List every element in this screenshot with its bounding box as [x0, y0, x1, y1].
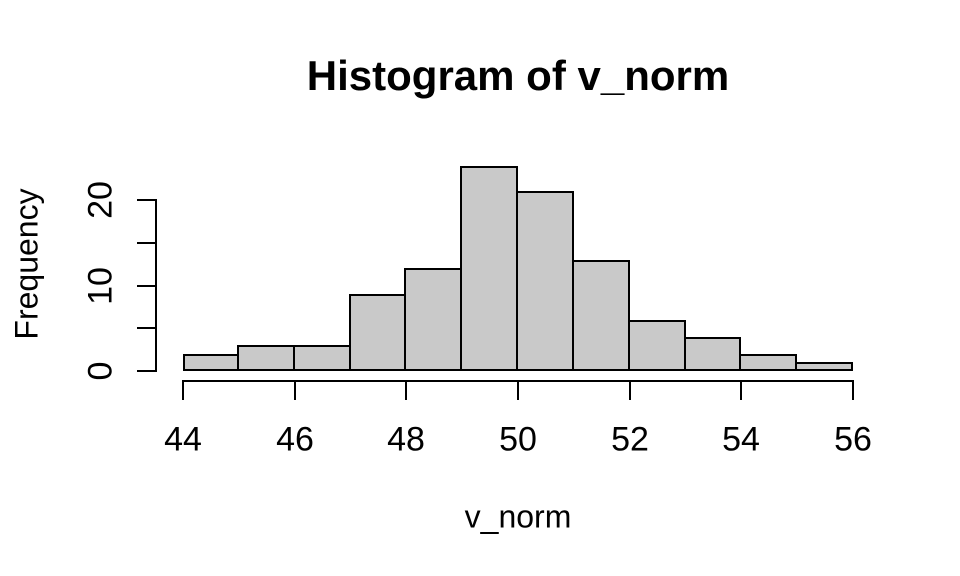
x-tick-label: 54	[722, 420, 760, 459]
x-tick	[852, 382, 854, 400]
y-tick	[137, 199, 155, 201]
x-tick	[182, 382, 184, 400]
histogram-bar	[572, 260, 630, 371]
y-tick-label: 0	[81, 361, 120, 381]
chart-title: Histogram of v_norm	[306, 52, 730, 99]
histogram-bar	[460, 166, 518, 371]
y-tick-label: 10	[81, 267, 120, 305]
histogram-bar	[237, 345, 295, 371]
histogram-bar	[684, 337, 741, 371]
histogram-bar	[293, 345, 351, 371]
x-tick-label: 50	[499, 420, 537, 459]
y-tick	[137, 242, 155, 244]
y-axis-label: Frequency	[8, 188, 45, 340]
histogram-bar	[183, 354, 239, 371]
x-tick	[517, 382, 519, 400]
y-tick	[137, 327, 155, 329]
y-tick	[137, 285, 155, 287]
x-tick	[405, 382, 407, 400]
x-tick-label: 46	[276, 420, 314, 459]
histogram-bar	[349, 294, 406, 371]
histogram-bar	[628, 320, 686, 371]
y-axis-line	[155, 199, 157, 372]
y-tick	[137, 370, 155, 372]
x-tick-label: 52	[611, 420, 649, 459]
x-axis-label: v_norm	[464, 498, 572, 535]
x-tick	[740, 382, 742, 400]
histogram-bar	[739, 354, 797, 371]
histogram-bar	[404, 268, 462, 371]
x-tick	[294, 382, 296, 400]
x-tick-label: 48	[387, 420, 425, 459]
x-tick-label: 44	[164, 420, 202, 459]
histogram-bar	[516, 191, 574, 371]
x-tick-label: 56	[834, 420, 872, 459]
histogram-bar	[795, 362, 853, 371]
y-tick-label: 20	[81, 181, 120, 219]
x-tick	[629, 382, 631, 400]
x-axis-line	[182, 380, 854, 382]
